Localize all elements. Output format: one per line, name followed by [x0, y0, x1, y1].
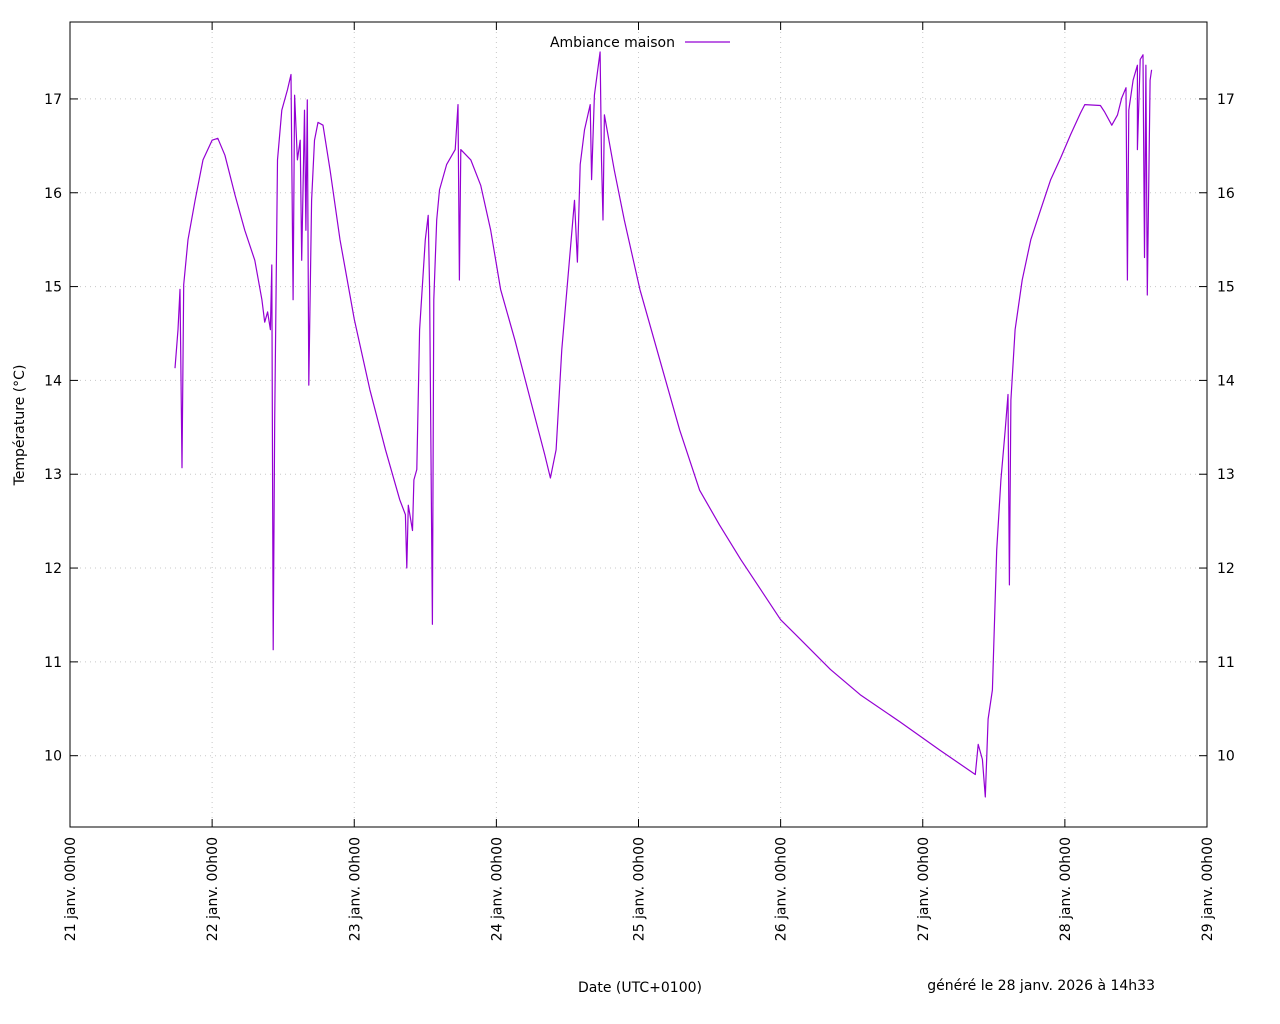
y-tick-label-right: 17	[1217, 92, 1235, 108]
axis-ticks: 10 10 11 11 12 12 13 13 14 14 15 15 16 16 17 17 21 janv.…	[44, 22, 1235, 941]
y-tick-label-right: 10	[1217, 749, 1235, 765]
x-axis-label: Date (UTC+0100)	[578, 980, 702, 996]
y-tick-label: 10	[44, 749, 62, 765]
x-tick-label: 24 janv. 00h00	[489, 837, 505, 941]
y-tick-label-right: 15	[1217, 280, 1235, 296]
y-tick-label: 12	[44, 561, 62, 577]
y-axis-label: Température (°C)	[12, 365, 28, 487]
y-tick-label: 16	[44, 186, 62, 202]
y-tick-label: 15	[44, 280, 62, 296]
y-tick-label-right: 13	[1217, 467, 1235, 483]
y-tick-label-right: 14	[1217, 373, 1235, 389]
x-tick-label: 25 janv. 00h00	[632, 837, 648, 941]
x-tick-label: 29 janv. 00h00	[1200, 837, 1216, 941]
y-tick-label: 13	[44, 467, 62, 483]
legend: Ambiance maison	[550, 35, 730, 51]
x-tick-label: 27 janv. 00h00	[916, 837, 932, 941]
grid	[70, 22, 1207, 827]
x-tick-label: 28 janv. 00h00	[1058, 837, 1074, 941]
y-tick-label-right: 11	[1217, 655, 1235, 671]
y-tick-label-right: 12	[1217, 561, 1235, 577]
x-tick-label: 21 janv. 00h00	[63, 837, 79, 941]
legend-label: Ambiance maison	[550, 35, 675, 51]
y-tick-label: 17	[44, 92, 62, 108]
x-tick-label: 23 janv. 00h00	[347, 837, 363, 941]
generated-footer: généré le 28 janv. 2026 à 14h33	[927, 978, 1155, 994]
y-tick-label: 14	[44, 373, 62, 389]
y-tick-label-right: 16	[1217, 186, 1235, 202]
series-line-ambiance-maison	[174, 51, 1153, 798]
x-tick-label: 22 janv. 00h00	[205, 837, 221, 941]
y-tick-label: 11	[44, 655, 62, 671]
x-tick-label: 26 janv. 00h00	[774, 837, 790, 941]
